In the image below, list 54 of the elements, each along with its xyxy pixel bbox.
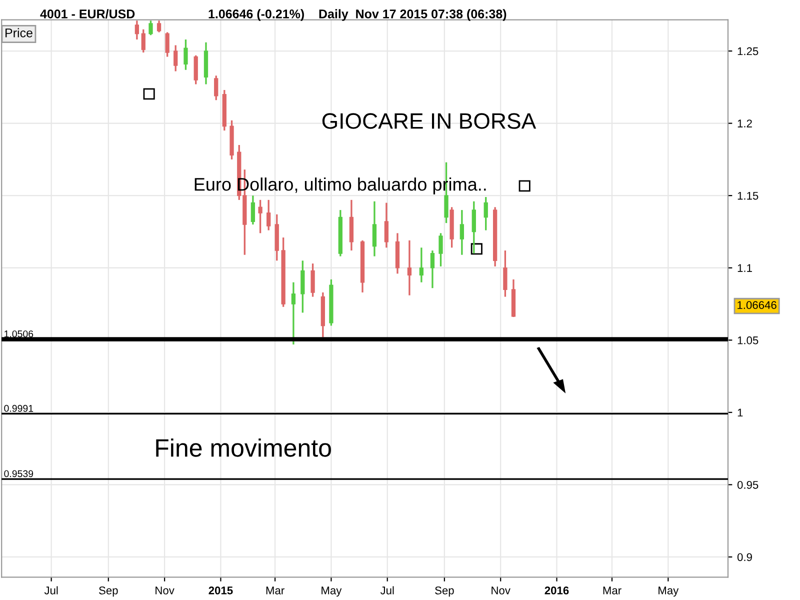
candlestick — [419, 246, 424, 284]
x-tick-label: May — [322, 586, 342, 597]
x-tick-label: Jul — [44, 586, 58, 594]
x-tick-label: 2015 — [208, 586, 233, 594]
candlestick — [438, 232, 443, 268]
candlestick — [460, 209, 464, 256]
candlestick — [300, 260, 305, 314]
x-tick-label: Sep — [435, 586, 454, 597]
y-tick-label: 1.2 — [738, 120, 752, 128]
annotation: GIOCARE IN BORSA — [322, 113, 536, 129]
candlestick — [291, 281, 296, 346]
candlestick — [156, 20, 162, 34]
candlestick — [184, 38, 188, 71]
y-tick-label: 1.1 — [738, 264, 752, 272]
chart-title: 4001 - EUR/USD — [40, 9, 135, 18]
x-tick-label: Nov — [156, 586, 174, 594]
candlestick — [407, 240, 412, 296]
chart-subtitle: 1.06646 (-0.21%) Daily Nov 17 2015 07:38 (06:38) — [208, 9, 506, 21]
candlestick — [194, 54, 198, 86]
candlestick — [148, 20, 153, 36]
candlestick — [174, 44, 178, 72]
annotation: Fine movimento — [156, 438, 331, 457]
candlestick — [472, 200, 476, 254]
x-tick-label: Jul — [380, 586, 394, 594]
candlestick — [430, 250, 435, 289]
ref-line-label: 0.9539 — [4, 470, 34, 478]
y-tick-label: 0.95 — [737, 480, 758, 489]
candlestick — [214, 74, 218, 102]
y-tick-label: 0.9 — [737, 553, 752, 562]
candlestick — [372, 200, 377, 258]
y-tick-label: 1 — [738, 408, 743, 416]
text: 1.06646 — [738, 301, 776, 310]
x-tick-label: Mar — [266, 586, 284, 594]
x-tick-label: Nov — [492, 586, 510, 594]
candlestick — [484, 196, 488, 232]
y-tick-label: 1.25 — [738, 47, 758, 56]
candlestick — [384, 202, 389, 248]
candlestick — [258, 199, 262, 234]
y-tick-label: 1.05 — [738, 336, 758, 344]
candlestick — [266, 199, 271, 232]
candlestick — [250, 194, 256, 226]
ref-line-label: 0.9991 — [4, 404, 34, 412]
candlestick — [134, 20, 140, 40]
x-tick-label: May — [658, 586, 679, 597]
candlestick — [141, 28, 146, 54]
candlestick — [503, 250, 508, 298]
candlestick — [165, 31, 170, 58]
annotation: Price — [6, 28, 32, 38]
x-tick-label: Sep — [99, 586, 118, 597]
ref-line-label: 1.0506 — [4, 330, 34, 338]
x-tick-label: 2016 — [544, 586, 569, 594]
x-tick-label: Mar — [603, 586, 622, 594]
y-tick-label: 1.15 — [738, 192, 758, 200]
candlestick — [310, 262, 315, 298]
